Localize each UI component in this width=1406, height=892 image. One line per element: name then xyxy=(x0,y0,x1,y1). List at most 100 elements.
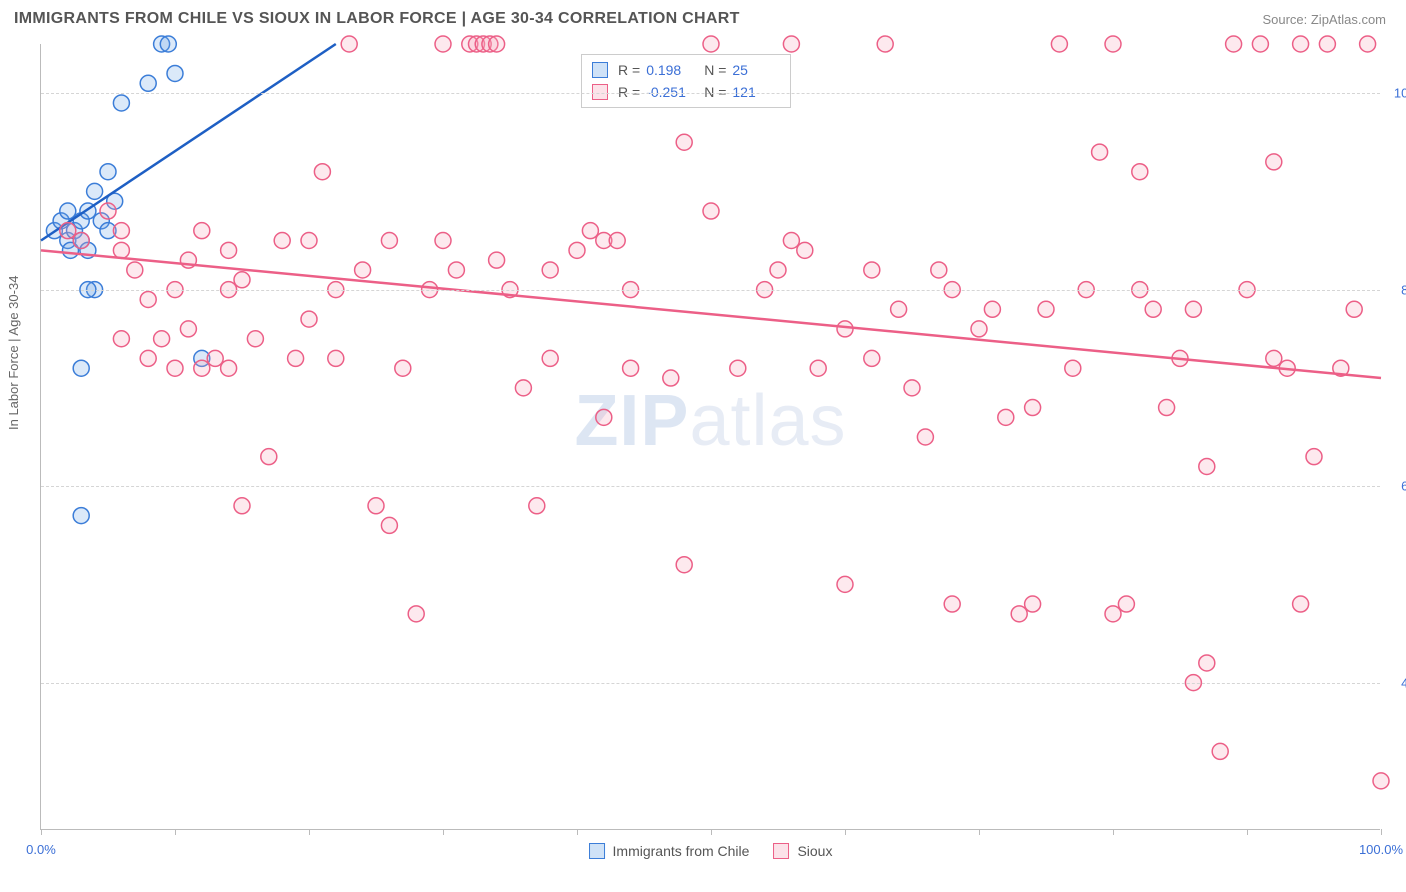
gridline xyxy=(41,93,1380,94)
data-point-sioux xyxy=(1266,154,1282,170)
x-tick xyxy=(1381,829,1382,835)
data-point-sioux xyxy=(1051,36,1067,52)
data-point-sioux xyxy=(984,301,1000,317)
data-point-sioux xyxy=(904,380,920,396)
gridline xyxy=(41,683,1380,684)
data-point-chile xyxy=(87,183,103,199)
data-point-sioux xyxy=(221,242,237,258)
legend-item-chile: Immigrants from Chile xyxy=(589,843,750,859)
r-value: -0.251 xyxy=(646,81,694,103)
data-point-sioux xyxy=(931,262,947,278)
data-point-sioux xyxy=(971,321,987,337)
data-point-sioux xyxy=(167,360,183,376)
data-point-sioux xyxy=(60,223,76,239)
data-point-sioux xyxy=(783,233,799,249)
data-point-chile xyxy=(73,508,89,524)
chart-plot-area: ZIPatlas R =0.198N =25R =-0.251N =121 Im… xyxy=(40,44,1380,830)
data-point-sioux xyxy=(73,233,89,249)
data-point-sioux xyxy=(1293,596,1309,612)
n-label: N = xyxy=(704,59,726,81)
swatch-sioux-icon xyxy=(592,84,608,100)
data-point-sioux xyxy=(596,409,612,425)
data-point-sioux xyxy=(1025,400,1041,416)
trendline-chile xyxy=(41,44,336,241)
trendline-sioux xyxy=(41,250,1381,378)
data-point-sioux xyxy=(810,360,826,376)
swatch-sioux-icon xyxy=(773,843,789,859)
x-tick xyxy=(1113,829,1114,835)
r-value: 0.198 xyxy=(646,59,694,81)
y-axis-label: In Labor Force | Age 30-34 xyxy=(6,276,21,430)
data-point-sioux xyxy=(100,203,116,219)
data-point-sioux xyxy=(515,380,531,396)
data-point-chile xyxy=(73,360,89,376)
data-point-chile xyxy=(140,75,156,91)
data-point-sioux xyxy=(1038,301,1054,317)
data-point-sioux xyxy=(381,233,397,249)
data-point-sioux xyxy=(435,36,451,52)
data-point-sioux xyxy=(1306,449,1322,465)
data-point-chile xyxy=(60,203,76,219)
data-point-sioux xyxy=(770,262,786,278)
data-point-sioux xyxy=(1252,36,1268,52)
data-point-sioux xyxy=(998,409,1014,425)
data-point-sioux xyxy=(1319,36,1335,52)
x-tick xyxy=(711,829,712,835)
gridline xyxy=(41,290,1380,291)
data-point-sioux xyxy=(435,233,451,249)
data-point-sioux xyxy=(703,36,719,52)
x-tick xyxy=(175,829,176,835)
data-point-sioux xyxy=(1065,360,1081,376)
x-tick xyxy=(845,829,846,835)
x-tick xyxy=(309,829,310,835)
data-point-sioux xyxy=(1199,458,1215,474)
r-label: R = xyxy=(618,81,640,103)
legend-label: Immigrants from Chile xyxy=(613,843,750,859)
data-point-sioux xyxy=(891,301,907,317)
data-point-sioux xyxy=(328,350,344,366)
n-label: N = xyxy=(704,81,726,103)
data-point-sioux xyxy=(529,498,545,514)
data-point-chile xyxy=(167,65,183,81)
data-point-sioux xyxy=(381,517,397,533)
data-point-sioux xyxy=(221,360,237,376)
r-label: R = xyxy=(618,59,640,81)
x-tick xyxy=(577,829,578,835)
scatter-plot-svg xyxy=(41,44,1380,829)
data-point-sioux xyxy=(582,223,598,239)
data-point-sioux xyxy=(1025,596,1041,612)
data-point-sioux xyxy=(797,242,813,258)
data-point-sioux xyxy=(1105,36,1121,52)
data-point-sioux xyxy=(542,350,558,366)
data-point-sioux xyxy=(207,350,223,366)
data-point-sioux xyxy=(1226,36,1242,52)
data-point-sioux xyxy=(1118,596,1134,612)
x-tick xyxy=(443,829,444,835)
y-tick-label: 100.0% xyxy=(1394,86,1406,101)
data-point-sioux xyxy=(194,223,210,239)
data-point-chile xyxy=(100,164,116,180)
data-point-sioux xyxy=(917,429,933,445)
data-point-sioux xyxy=(663,370,679,386)
data-point-sioux xyxy=(274,233,290,249)
data-point-sioux xyxy=(1105,606,1121,622)
data-point-sioux xyxy=(837,576,853,592)
data-point-sioux xyxy=(864,262,880,278)
data-point-sioux xyxy=(1145,301,1161,317)
data-point-sioux xyxy=(569,242,585,258)
data-point-sioux xyxy=(1011,606,1027,622)
data-point-sioux xyxy=(194,360,210,376)
x-tick-label: 0.0% xyxy=(26,842,56,857)
data-point-sioux xyxy=(542,262,558,278)
data-point-sioux xyxy=(837,321,853,337)
data-point-sioux xyxy=(408,606,424,622)
data-point-sioux xyxy=(154,331,170,347)
series-legend: Immigrants from Chile Sioux xyxy=(589,843,833,859)
stats-row-sioux: R =-0.251N =121 xyxy=(592,81,780,103)
data-point-chile xyxy=(113,95,129,111)
legend-label: Sioux xyxy=(797,843,832,859)
x-tick xyxy=(979,829,980,835)
legend-item-sioux: Sioux xyxy=(773,843,832,859)
data-point-sioux xyxy=(127,262,143,278)
y-tick-label: 60.0% xyxy=(1401,479,1406,494)
